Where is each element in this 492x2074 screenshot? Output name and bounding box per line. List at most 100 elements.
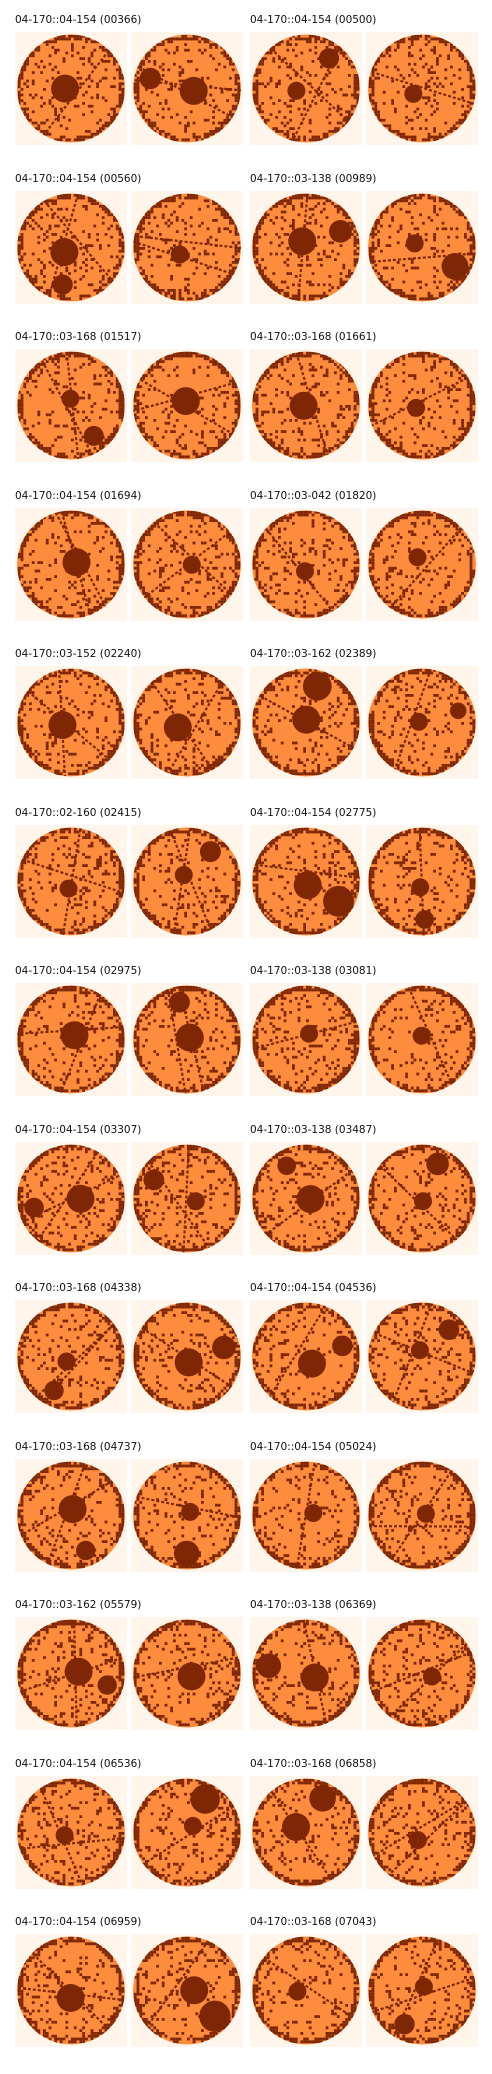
wafer-map-image xyxy=(15,1141,127,1255)
wafer-map-before xyxy=(15,1141,127,1255)
wafer-map-before xyxy=(250,824,362,938)
wafer-map-image xyxy=(366,666,478,779)
wafer-cell: 04-170::03-168 (01517) xyxy=(15,331,247,489)
wafer-map-image xyxy=(250,349,362,462)
wafer-map-before xyxy=(250,1300,362,1413)
wafer-title: 04-170::03-168 (04737) xyxy=(15,1440,142,1453)
wafer-map-image xyxy=(250,1775,362,1889)
wafer-title: 04-170::04-154 (02975) xyxy=(15,965,142,977)
wafer-map-image xyxy=(250,1458,362,1572)
wafer-title: 04-170::03-138 (03487) xyxy=(250,1123,377,1136)
wafer-map-image xyxy=(366,1458,478,1572)
wafer-map-image xyxy=(366,190,478,304)
wafer-map-before xyxy=(15,666,127,779)
wafer-map-before xyxy=(15,1300,127,1413)
wafer-map-after xyxy=(366,507,478,621)
wafer-title: 04-170::03-168 (07043) xyxy=(250,1916,377,1928)
wafer-map-before xyxy=(15,824,127,938)
wafer-cell: 04-170::04-154 (06536) xyxy=(15,1758,247,1916)
wafer-map-image xyxy=(131,824,243,938)
wafer-title: 04-170::04-154 (01694) xyxy=(15,489,142,502)
wafer-map-image xyxy=(366,1300,478,1413)
wafer-cell: 04-170::03-152 (02240) xyxy=(15,648,247,806)
wafer-map-image xyxy=(131,349,243,462)
wafer-map-after xyxy=(366,1458,478,1572)
wafer-map-image xyxy=(366,1141,478,1255)
wafer-map-image xyxy=(131,1775,243,1889)
wafer-map-after xyxy=(131,1934,243,2047)
wafer-title: 04-170::04-154 (00560) xyxy=(15,172,142,185)
wafer-map-after xyxy=(131,190,243,304)
wafer-map-after xyxy=(131,349,243,462)
wafer-title: 04-170::03-168 (01661) xyxy=(250,331,377,343)
wafer-map-before xyxy=(250,190,362,304)
wafer-cell: 04-170::03-042 (01820) xyxy=(250,490,482,648)
wafer-cell: 04-170::03-168 (06858) xyxy=(250,1758,482,1916)
wafer-map-after xyxy=(366,1141,478,1255)
wafer-cell: 04-170::04-154 (01694) xyxy=(15,490,247,648)
wafer-title: 04-170::04-154 (04536) xyxy=(250,1282,377,1294)
wafer-map-before xyxy=(15,507,127,621)
wafer-map-image xyxy=(131,507,243,621)
wafer-cell: 04-170::02-160 (02415) xyxy=(15,807,247,965)
wafer-map-image xyxy=(250,32,362,145)
wafer-map-image xyxy=(366,32,478,145)
wafer-map-before xyxy=(250,1458,362,1572)
wafer-title: 04-170::04-154 (06959) xyxy=(15,1916,142,1928)
wafer-map-after xyxy=(131,1775,243,1889)
wafer-title: 04-170::03-162 (02389) xyxy=(250,648,377,660)
wafer-cell: 04-170::03-138 (03487) xyxy=(250,1124,482,1282)
wafer-title: 04-170::04-154 (02775) xyxy=(250,806,377,819)
wafer-map-before xyxy=(15,190,127,304)
wafer-map-after xyxy=(366,349,478,462)
wafer-map-image xyxy=(15,824,127,938)
wafer-title: 04-170::03-138 (03081) xyxy=(250,965,377,977)
wafer-map-after xyxy=(366,666,478,779)
wafer-map-after xyxy=(131,1300,243,1413)
wafer-map-image xyxy=(366,349,478,462)
wafer-map-image xyxy=(15,666,127,779)
wafer-cell: 04-170::04-154 (02775) xyxy=(250,807,482,965)
wafer-cell: 04-170::03-138 (03081) xyxy=(250,965,482,1123)
wafer-map-after xyxy=(366,824,478,938)
wafer-cell: 04-170::04-154 (04536) xyxy=(250,1282,482,1440)
wafer-map-image xyxy=(15,190,127,304)
wafer-cell: 04-170::04-154 (00560) xyxy=(15,173,247,331)
wafer-map-before xyxy=(250,1617,362,1730)
wafer-map-image xyxy=(366,507,478,621)
wafer-map-before xyxy=(15,1617,127,1730)
wafer-map-after xyxy=(131,1458,243,1572)
wafer-map-image xyxy=(131,666,243,779)
wafer-map-before xyxy=(250,983,362,1096)
wafer-map-image xyxy=(250,983,362,1096)
wafer-map-image xyxy=(15,1300,127,1413)
wafer-map-before xyxy=(15,32,127,145)
wafer-title: 04-170::03-168 (01517) xyxy=(15,331,142,343)
wafer-map-after xyxy=(366,190,478,304)
wafer-map-after xyxy=(366,983,478,1096)
wafer-cell: 04-170::04-154 (06959) xyxy=(15,1916,247,2074)
wafer-map-image xyxy=(15,1458,127,1572)
wafer-cell: 04-170::04-154 (03307) xyxy=(15,1124,247,1282)
wafer-map-before xyxy=(15,349,127,462)
wafer-cell: 04-170::04-154 (00366) xyxy=(15,14,247,172)
wafer-cell: 04-170::04-154 (05024) xyxy=(250,1441,482,1599)
wafer-title: 04-170::04-154 (03307) xyxy=(15,1123,142,1136)
wafer-map-image xyxy=(250,824,362,938)
wafer-map-image xyxy=(15,507,127,621)
wafer-map-image xyxy=(250,666,362,779)
wafer-title: 04-170::04-154 (05024) xyxy=(250,1440,377,1453)
wafer-map-after xyxy=(366,1300,478,1413)
wafer-title: 04-170::03-042 (01820) xyxy=(250,489,377,502)
wafer-map-image xyxy=(15,1934,127,2047)
wafer-map-image xyxy=(250,1141,362,1255)
wafer-map-image xyxy=(131,1617,243,1730)
wafer-cell: 04-170::03-168 (07043) xyxy=(250,1916,482,2074)
wafer-map-before xyxy=(15,1934,127,2047)
wafer-map-image xyxy=(131,983,243,1096)
wafer-map-image xyxy=(366,1775,478,1889)
wafer-map-after xyxy=(131,1141,243,1255)
wafer-cell: 04-170::04-154 (00500) xyxy=(250,14,482,172)
wafer-cell: 04-170::04-154 (02975) xyxy=(15,965,247,1123)
wafer-map-image xyxy=(250,1300,362,1413)
